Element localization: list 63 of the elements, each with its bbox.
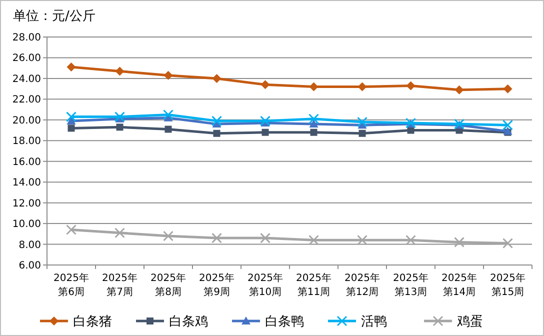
x-tick-label: 2025年第10周	[248, 272, 283, 298]
point	[308, 114, 319, 124]
point	[114, 228, 125, 238]
legend-label: 鸡蛋	[456, 314, 483, 330]
y-tick-label: 16.00	[12, 156, 41, 168]
point	[115, 66, 124, 76]
y-tick-label: 22.00	[12, 94, 41, 106]
y-tick-label: 18.00	[12, 136, 41, 148]
point	[502, 238, 513, 248]
chart-title: 单位：元/公斤	[13, 9, 96, 24]
point	[163, 230, 174, 242]
x-tick-label: 2025年第11周	[296, 272, 332, 298]
legend-label: 白条鸡	[169, 314, 208, 330]
point	[407, 126, 414, 134]
point	[308, 234, 319, 246]
y-tick-label: 26.00	[12, 53, 41, 64]
y-tick-label: 8.00	[18, 240, 41, 251]
point	[454, 236, 464, 248]
point	[358, 130, 366, 137]
legend-label: 白条鸭	[265, 314, 304, 330]
point	[309, 120, 318, 128]
point	[164, 126, 172, 133]
point	[357, 116, 368, 128]
point	[454, 85, 464, 94]
point	[262, 128, 269, 136]
point	[66, 224, 76, 236]
point	[66, 112, 76, 122]
y-tick-label: 14.00	[12, 178, 41, 189]
point	[212, 74, 222, 83]
point	[260, 116, 270, 126]
point	[212, 232, 222, 244]
point	[212, 116, 222, 126]
point	[406, 234, 416, 246]
x-tick-label: 2025年第13周	[393, 272, 428, 298]
point	[213, 130, 220, 137]
point	[503, 84, 512, 94]
x-tick-label: 2025年第7周	[102, 272, 138, 298]
point	[68, 124, 75, 132]
x-tick-label: 2025年第14周	[442, 272, 477, 298]
point	[357, 234, 368, 246]
y-tick-label: 12.00	[12, 198, 41, 210]
x-tick-label: 2025年第6周	[54, 272, 89, 298]
point	[406, 81, 416, 90]
point	[260, 80, 270, 90]
point	[114, 112, 125, 122]
point	[163, 109, 174, 120]
point	[164, 70, 173, 80]
point	[116, 124, 124, 131]
y-tick-label: 20.00	[12, 115, 41, 126]
point	[310, 128, 318, 136]
y-tick-label: 28.00	[12, 32, 41, 44]
x-tick-label: 2025年第8周	[150, 272, 186, 298]
y-tick-label: 6.00	[18, 260, 41, 272]
legend-label: 活鸭	[361, 314, 387, 330]
x-tick-label: 2025年第9周	[199, 272, 234, 298]
point	[260, 232, 270, 244]
y-tick-label: 10.00	[12, 219, 41, 230]
y-tick-label: 24.00	[12, 74, 41, 85]
legend-label: 白条猪	[73, 314, 112, 330]
point	[66, 62, 76, 72]
x-tick-label: 2025年第15周	[490, 272, 526, 298]
x-tick-label: 2025年第12周	[344, 272, 380, 298]
point	[502, 120, 513, 130]
